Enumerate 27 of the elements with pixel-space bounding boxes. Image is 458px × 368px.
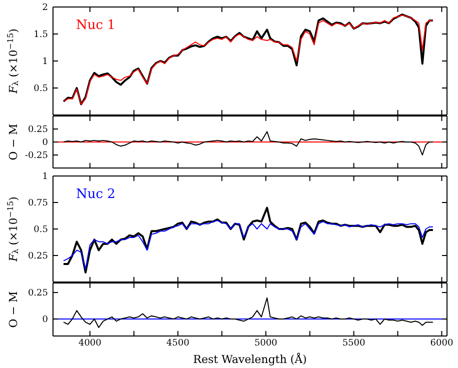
y-tick-label: 0.5 bbox=[34, 84, 48, 94]
line-series bbox=[63, 220, 434, 270]
y-axis-title: O − M bbox=[6, 124, 20, 160]
text: Nuc 2 bbox=[76, 187, 116, 202]
y-tick-label: 1 bbox=[42, 172, 48, 182]
y-tick-label: 1 bbox=[42, 57, 48, 68]
line-series bbox=[62, 206, 434, 274]
y-tick-label: 0.5 bbox=[34, 225, 48, 236]
text: Nuc 1 bbox=[76, 18, 116, 33]
x-tick-label: 5500 bbox=[342, 338, 366, 348]
y-axis-title: O − M bbox=[6, 291, 20, 328]
y-tick-label: 1.5 bbox=[34, 30, 48, 40]
y-tick-label: 0 bbox=[42, 138, 48, 148]
y-tick-label: 0.25 bbox=[28, 252, 48, 262]
x-tick-label: 4000 bbox=[78, 338, 102, 348]
x-tick-label: 4500 bbox=[166, 338, 190, 348]
line-series bbox=[63, 131, 434, 156]
x-tick-label: 5000 bbox=[254, 338, 278, 348]
y-tick-label: -0.25 bbox=[24, 151, 48, 162]
y-tick-label: 0.25 bbox=[28, 288, 48, 299]
y-tick-label: 0.25 bbox=[28, 125, 48, 136]
y-tick-label: 0 bbox=[42, 315, 48, 326]
y-tick-label: 0.75 bbox=[28, 198, 48, 209]
x-axis-title: Rest Wavelength (Å) bbox=[193, 352, 307, 366]
y-tick-label: 2 bbox=[42, 3, 48, 14]
line-series bbox=[63, 297, 434, 328]
x-tick-label: 6000 bbox=[430, 338, 454, 348]
